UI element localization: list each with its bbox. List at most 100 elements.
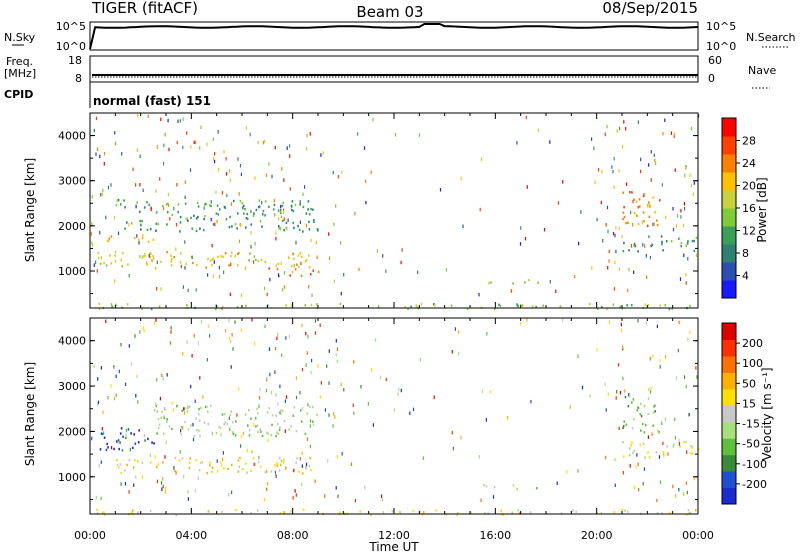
power-data-pixel: [141, 237, 144, 240]
power-data-pixel: [310, 273, 312, 276]
power-data-pixel: [142, 234, 144, 238]
power-data-pixel: [103, 162, 105, 166]
velocity-data-pixel: [116, 440, 118, 443]
power-data-pixel: [100, 193, 102, 197]
velocity-data-pixel: [187, 428, 190, 431]
power-data-pixel: [252, 214, 255, 217]
velocity-data-pixel: [645, 321, 647, 325]
velocity-data-pixel: [350, 462, 353, 466]
power-yticks: 1000 2000 3000 4000: [58, 112, 698, 295]
velocity-data-pixel: [211, 470, 213, 474]
velocity-data-pixel: [687, 337, 689, 341]
power-data-pixel: [241, 206, 244, 209]
power-data-pixel: [277, 209, 280, 212]
power-data-pixel: [249, 252, 251, 255]
power-data-pixel: [608, 259, 610, 263]
velocity-data-pixel: [149, 461, 152, 464]
velocity-data-pixel: [312, 405, 314, 409]
velocity-data-pixel: [277, 402, 279, 406]
power-data-pixel: [136, 234, 138, 238]
velocity-data-pixel: [657, 429, 659, 433]
power-data-pixel: [211, 258, 213, 261]
power-data-pixel: [91, 222, 93, 226]
power-data-pixel: [646, 275, 648, 280]
velocity-data-pixel: [284, 429, 286, 433]
velocity-data-pixel: [512, 484, 515, 487]
power-data-pixel: [370, 170, 372, 175]
power-data-pixel: [670, 131, 673, 135]
velocity-data-pixel: [259, 465, 262, 468]
power-data-pixel: [212, 157, 215, 161]
velocity-data-pixel: [607, 392, 609, 397]
velocity-data-pixel: [93, 364, 95, 369]
power-data-pixel: [339, 302, 342, 306]
velocity-data-pixel: [127, 428, 130, 431]
power-data-pixel: [195, 217, 198, 220]
velocity-data-pixel: [622, 424, 625, 428]
power-data-pixel: [169, 217, 171, 221]
velocity-data-pixel: [317, 364, 319, 368]
power-data-pixel: [207, 273, 209, 277]
velocity-data-pixel: [266, 431, 268, 435]
velocity-data-pixel: [191, 354, 193, 358]
nsky-line: [89, 23, 699, 50]
velocity-data-pixel: [311, 358, 313, 363]
velocity-data-pixel: [269, 372, 271, 377]
velocity-data-pixel: [575, 510, 577, 513]
velocity-data-pixel: [197, 413, 200, 416]
power-data-pixel: [626, 304, 628, 307]
power-data-pixel: [184, 202, 187, 205]
velocity-data-pixel: [173, 408, 175, 412]
velocity-data-pixel: [281, 409, 284, 413]
velocity-data-pixel: [577, 354, 579, 358]
power-data-pixel: [187, 288, 189, 293]
velocity-data-pixel: [278, 428, 281, 432]
nsky-tick-bottom: 10^0: [56, 40, 86, 53]
velocity-data-pixel: [223, 467, 225, 470]
power-data-pixel: [662, 132, 664, 136]
power-data-pixel: [358, 267, 360, 272]
velocity-data-pixel: [630, 444, 632, 447]
velocity-data-pixel: [308, 465, 311, 468]
velocity-data-pixel: [125, 436, 127, 440]
velocity-data-pixel: [507, 415, 509, 420]
velocity-data-pixel: [234, 320, 236, 324]
velocity-data-pixel: [327, 459, 329, 463]
power-data-pixel: [184, 266, 186, 270]
velocity-data-pixel: [625, 423, 628, 426]
colorbar-swatch: [722, 226, 736, 245]
power-data-pixel: [307, 200, 310, 203]
velocity-data-pixel: [634, 485, 636, 490]
power-data-pixel: [302, 192, 304, 196]
power-data-pixel: [376, 249, 379, 253]
power-data-pixel: [215, 190, 217, 194]
velocity-data-pixel: [100, 366, 102, 370]
power-data-pixel: [218, 275, 221, 279]
power-data-pixel: [277, 273, 280, 277]
power-data-pixel: [194, 140, 197, 145]
velocity-data-pixel: [306, 412, 309, 415]
velocity-data-pixel: [232, 432, 235, 436]
velocity-data-pixel: [143, 433, 145, 438]
colorbar-swatch: [722, 355, 736, 373]
power-data-pixel: [512, 282, 514, 285]
velocity-data-pixel: [238, 387, 240, 391]
velocity-data-pixel: [296, 457, 298, 460]
velocity-data-pixel: [134, 442, 137, 445]
velocity-data-pixel: [252, 457, 255, 460]
velocity-data-pixel: [155, 402, 157, 406]
velocity-data-pixel: [209, 334, 211, 338]
colorbar-tick-label: 50: [742, 377, 756, 390]
velocity-data-pixel: [130, 432, 132, 435]
power-data-pixel: [674, 168, 676, 172]
power-data-pixel: [180, 264, 182, 269]
velocity-data-pixel: [271, 423, 273, 427]
velocity-data-pixel: [98, 463, 100, 468]
power-data-pixel: [625, 221, 627, 225]
power-data-pixel: [632, 199, 634, 204]
velocity-data-pixel: [678, 442, 680, 446]
power-data-pixel: [124, 227, 126, 230]
velocity-data-pixel: [364, 485, 366, 490]
power-data-pixel: [93, 128, 95, 133]
velocity-data-pixel: [161, 373, 163, 378]
